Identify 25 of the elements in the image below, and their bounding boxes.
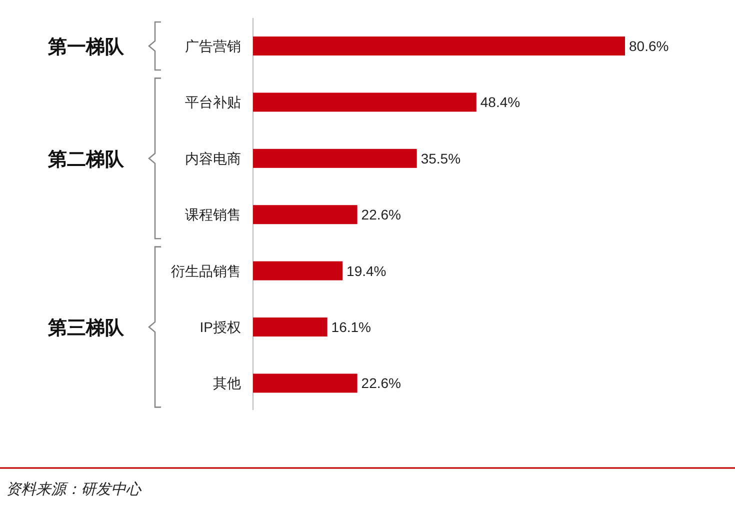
y-tick-label: 平台补贴 xyxy=(185,94,241,110)
bar xyxy=(253,374,358,393)
data-label: 80.6% xyxy=(629,38,669,54)
bar xyxy=(253,261,343,280)
y-tick-label: 课程销售 xyxy=(185,206,241,223)
data-label: 35.5% xyxy=(420,150,461,166)
data-label: 22.6% xyxy=(361,206,402,223)
data-label: 19.4% xyxy=(346,262,386,279)
bar xyxy=(253,92,476,112)
text: 第三梯队 xyxy=(47,318,125,339)
y-tick-label: 衍生品销售 xyxy=(171,262,241,279)
text: 第二梯队 xyxy=(47,149,125,170)
text: 第一梯队 xyxy=(47,37,125,58)
bar xyxy=(253,318,328,336)
y-tick-label: 内容电商 xyxy=(185,150,241,166)
data-label: 48.4% xyxy=(480,94,520,110)
y-tick-label: 广告营销 xyxy=(185,38,241,54)
bar xyxy=(253,148,417,168)
data-label: 22.6% xyxy=(361,375,402,392)
data-label: 16.1% xyxy=(331,319,372,335)
y-tick-label: IP授权 xyxy=(200,319,241,335)
y-tick-label: 其他 xyxy=(213,375,241,392)
text: 资料来源：研发中心 xyxy=(6,481,142,498)
bar xyxy=(253,36,625,56)
bar xyxy=(253,205,358,224)
